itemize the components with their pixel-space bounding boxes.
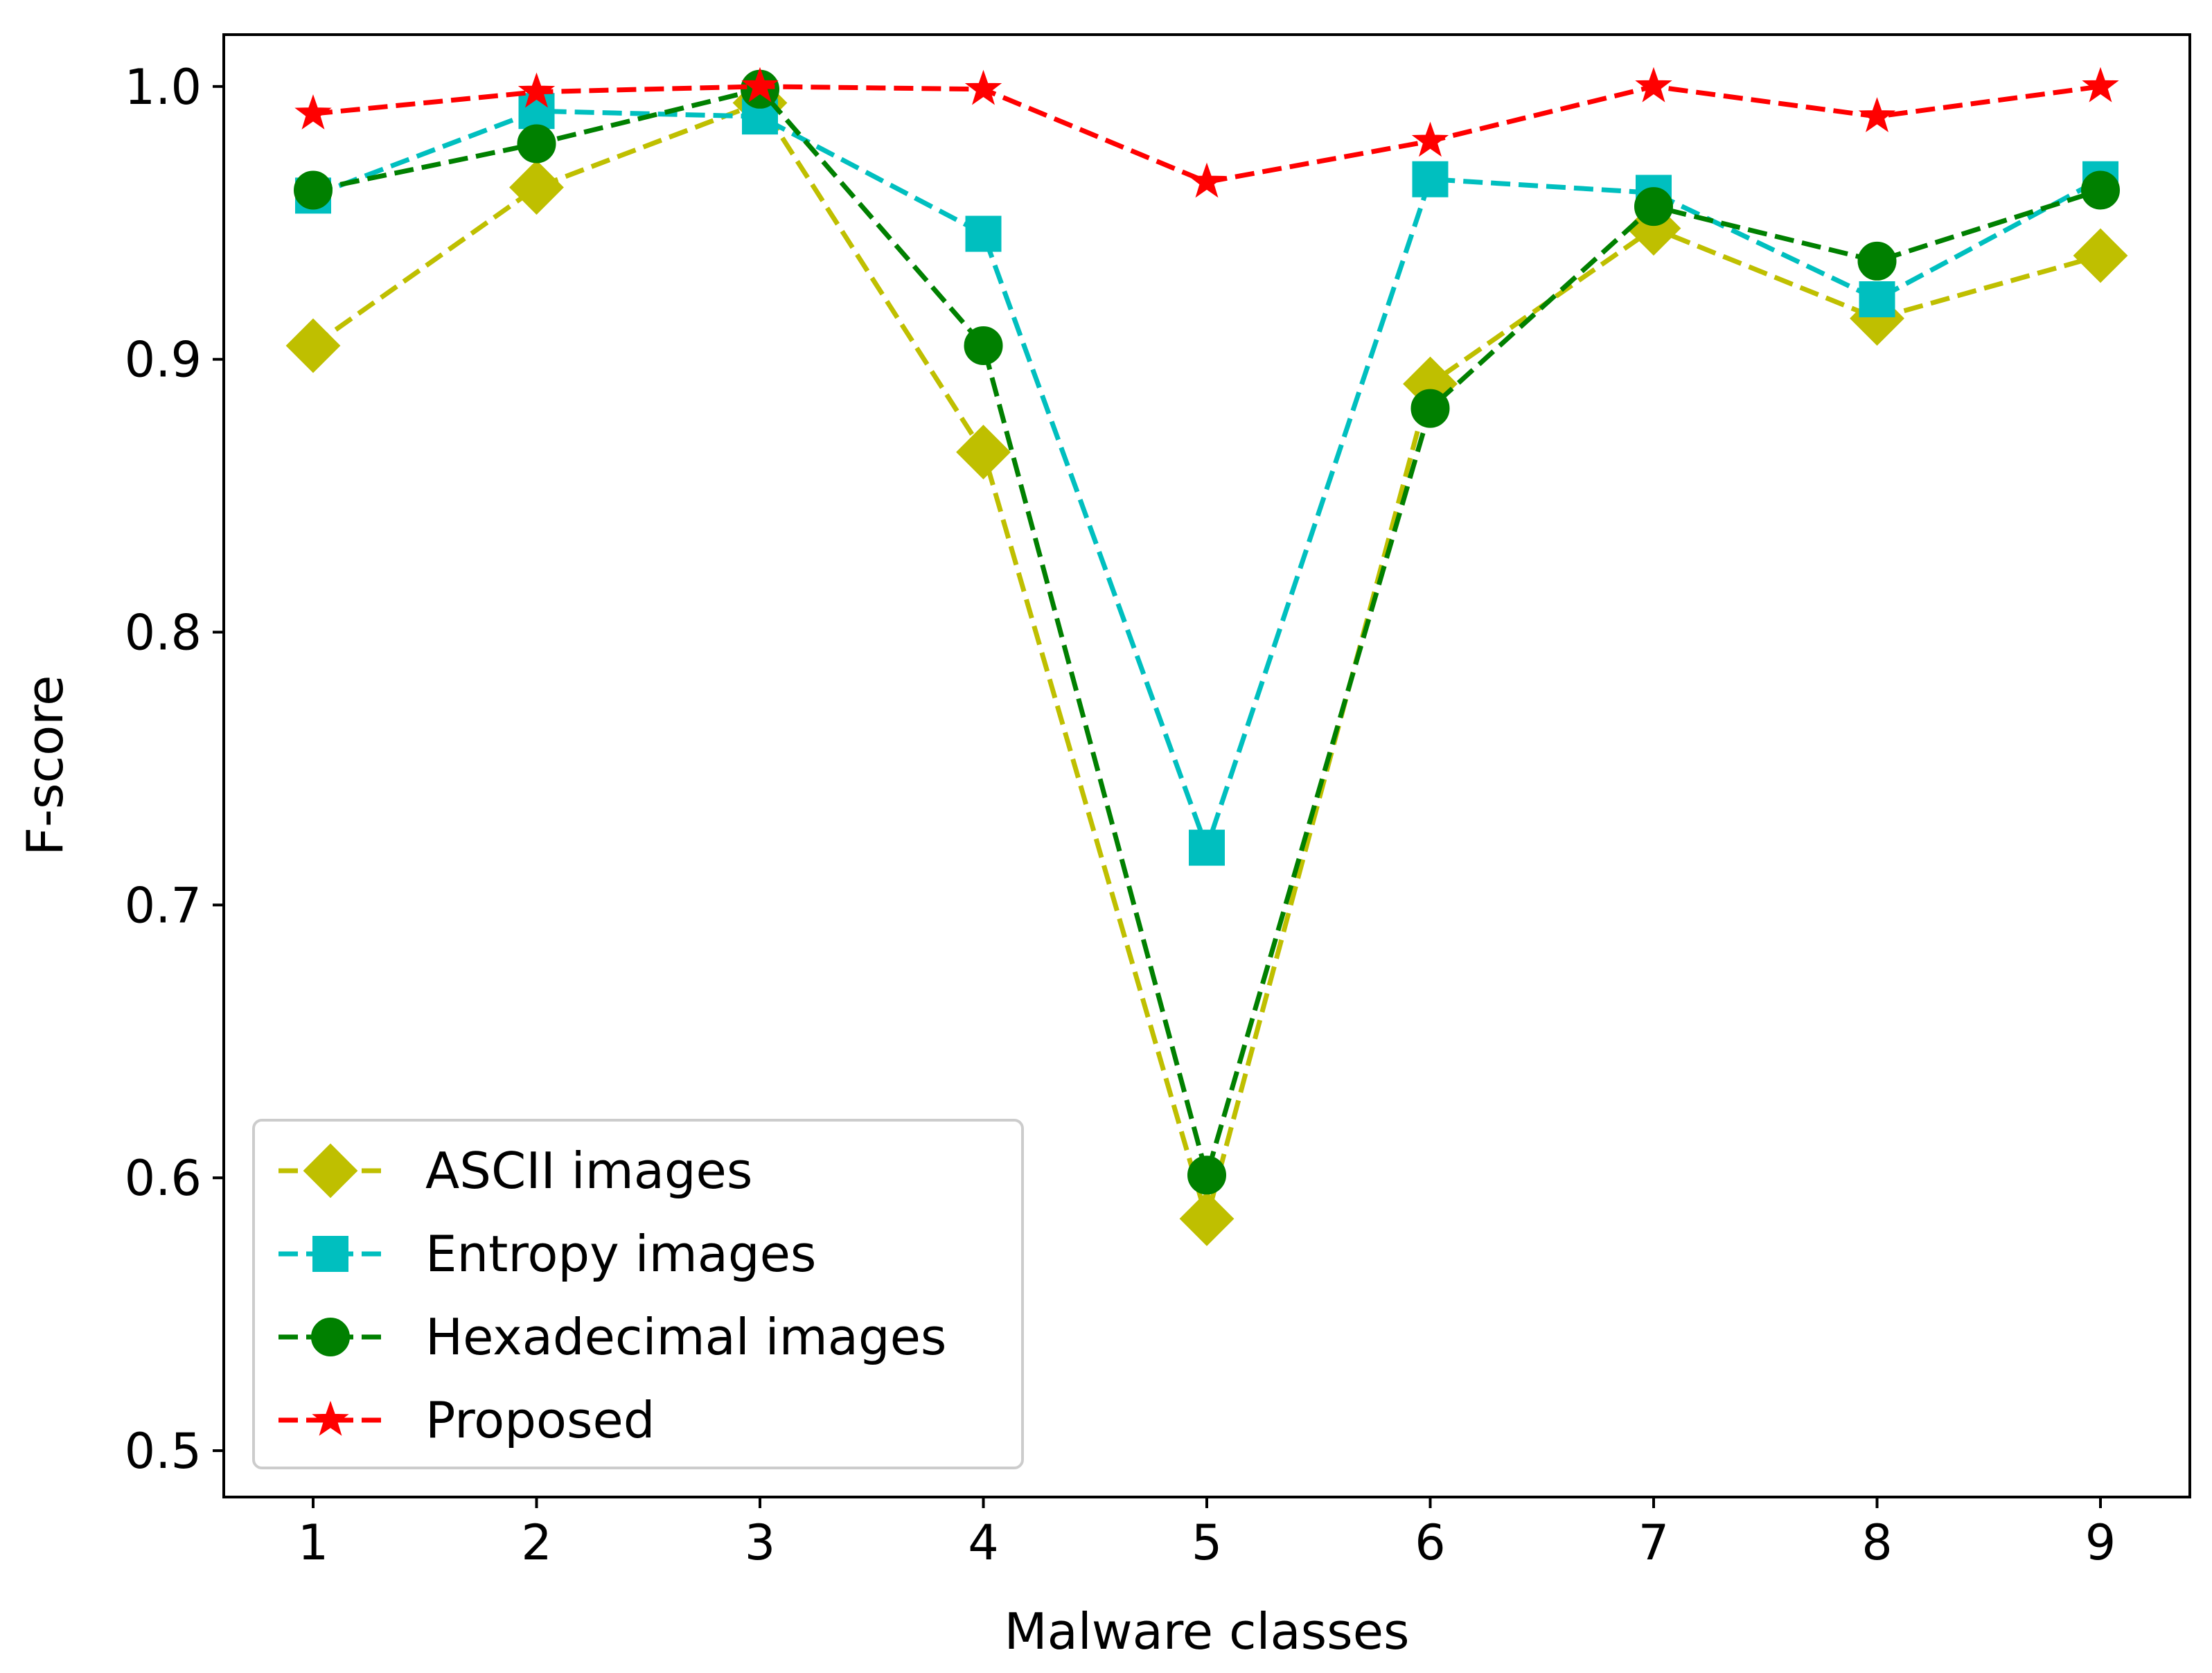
legend-label: Hexadecimal images bbox=[425, 1308, 946, 1366]
data-point-hexadecimal-images-4 bbox=[964, 326, 1003, 365]
data-point-hexadecimal-images-2 bbox=[517, 124, 556, 163]
x-tick-label: 7 bbox=[1638, 1514, 1670, 1571]
axis-ticks: 1 2 3 4 5 6 7 8 9 0.5 0.6 0.7 0.8 0.9 1.0 bbox=[125, 59, 2116, 1571]
series-proposed bbox=[294, 67, 2119, 198]
data-point-proposed-7 bbox=[1635, 67, 1672, 103]
legend-label: Entropy images bbox=[425, 1225, 816, 1283]
data-point-entropy-images-6 bbox=[1412, 161, 1449, 197]
y-axis-label: F-score bbox=[16, 675, 74, 856]
data-point-entropy-images-4 bbox=[965, 215, 1002, 252]
data-point-proposed-1 bbox=[294, 94, 332, 130]
x-tick-label: 4 bbox=[968, 1514, 999, 1571]
legend-frame bbox=[252, 1119, 1024, 1469]
legend-marker-hexadecimal-images bbox=[311, 1318, 350, 1356]
legend-marker-ascii-images bbox=[303, 1143, 358, 1198]
data-point-proposed-3 bbox=[741, 67, 779, 103]
data-point-ascii-images-5 bbox=[1179, 1191, 1235, 1246]
x-axis-label: Malware classes bbox=[1005, 1602, 1410, 1661]
data-point-entropy-images-5 bbox=[1189, 829, 1225, 866]
legend-item-entropy-images: Entropy images bbox=[278, 1225, 816, 1283]
x-tick-label: 9 bbox=[2085, 1514, 2116, 1571]
data-point-hexadecimal-images-7 bbox=[1634, 187, 1673, 227]
data-point-entropy-images-8 bbox=[1859, 281, 1895, 318]
data-point-proposed-2 bbox=[517, 72, 556, 108]
legend-item-ascii-images: ASCII images bbox=[278, 1142, 752, 1200]
legend-label: ASCII images bbox=[425, 1142, 752, 1200]
legend-marker-entropy-images bbox=[312, 1236, 348, 1272]
x-tick-label: 5 bbox=[1192, 1514, 1223, 1571]
legend-marker-proposed bbox=[312, 1400, 349, 1436]
data-point-proposed-4 bbox=[964, 69, 1002, 105]
x-tick-label: 2 bbox=[521, 1514, 552, 1571]
data-point-hexadecimal-images-8 bbox=[1857, 241, 1897, 281]
data-point-hexadecimal-images-1 bbox=[294, 170, 333, 210]
data-point-ascii-images-1 bbox=[285, 318, 341, 373]
legend-item-hexadecimal-images: Hexadecimal images bbox=[278, 1308, 946, 1366]
y-tick-label: 0.6 bbox=[125, 1150, 202, 1207]
data-point-proposed-8 bbox=[1858, 97, 1896, 132]
x-tick-label: 6 bbox=[1415, 1514, 1446, 1571]
series-line-hexadecimal-images bbox=[312, 87, 2102, 1178]
data-point-ascii-images-2 bbox=[509, 160, 564, 215]
y-tick-label: 0.5 bbox=[125, 1423, 202, 1480]
data-point-hexadecimal-images-6 bbox=[1410, 389, 1450, 428]
legend: ASCII images Entropy images Hexadecimal im… bbox=[252, 1119, 1024, 1469]
data-point-proposed-6 bbox=[1411, 121, 1449, 157]
y-tick-label: 1.0 bbox=[125, 59, 202, 116]
data-point-hexadecimal-images-5 bbox=[1187, 1156, 1226, 1195]
data-point-proposed-9 bbox=[2082, 67, 2119, 103]
data-point-proposed-5 bbox=[1188, 162, 1226, 198]
y-tick-label: 0.8 bbox=[125, 605, 202, 662]
series-layer bbox=[285, 67, 2128, 1246]
x-tick-label: 3 bbox=[745, 1514, 776, 1571]
legend-label: Proposed bbox=[425, 1391, 655, 1449]
data-point-ascii-images-9 bbox=[2073, 228, 2128, 283]
y-tick-label: 0.7 bbox=[125, 877, 202, 934]
data-point-ascii-images-4 bbox=[956, 425, 1011, 479]
x-tick-label: 8 bbox=[1861, 1514, 1893, 1571]
x-tick-label: 1 bbox=[298, 1514, 329, 1571]
legend-item-proposed: Proposed bbox=[278, 1391, 655, 1449]
y-tick-label: 0.9 bbox=[125, 332, 202, 389]
data-point-hexadecimal-images-9 bbox=[2081, 170, 2120, 210]
